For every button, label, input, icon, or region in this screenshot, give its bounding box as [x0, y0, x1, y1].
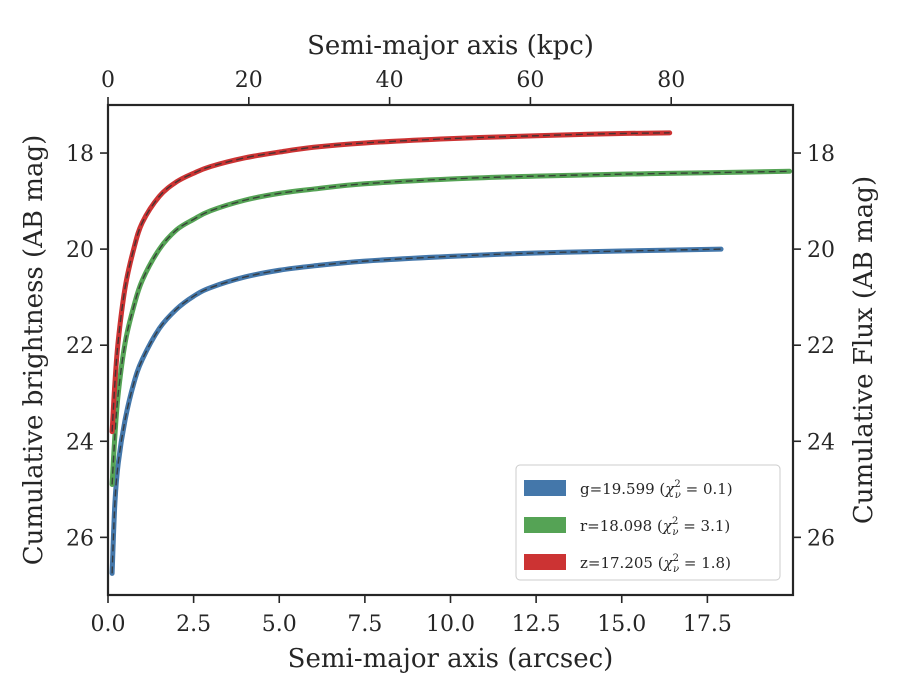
x-tick-label: 2.5 — [176, 612, 211, 637]
ticks-layer: 0.0 2.5 5.0 7.5 10.0 12.5 15.0 17.5 0 20 40 60 80 18 1… — [66, 68, 835, 637]
top-x-tick-label: 0 — [101, 68, 115, 93]
x-tick-label: 0.0 — [91, 612, 126, 637]
y-axis-title: Cumulative brightness (AB mag) — [19, 135, 49, 566]
x-tick-label: 12.5 — [512, 612, 561, 637]
legend-swatch-z — [524, 554, 566, 570]
top-x-tick-label: 80 — [657, 68, 685, 93]
top-x-tick-label: 40 — [376, 68, 404, 93]
top-x-axis-title: Semi-major axis (kpc) — [307, 31, 594, 61]
legend-label-r: r=18.098 (χ2 ν = 3.1) — [580, 516, 730, 538]
series-model-g — [111, 248, 722, 574]
legend-box — [515, 464, 781, 581]
series-model-z — [111, 132, 670, 432]
y-tick-label: 26 — [66, 526, 94, 551]
top-x-tick-label: 60 — [516, 68, 544, 93]
right-y-tick-label: 24 — [807, 430, 835, 455]
legend-swatch-g — [524, 480, 566, 496]
y-tick-label: 22 — [66, 334, 94, 359]
legend-swatch-r — [524, 517, 566, 533]
right-y-tick-label: 18 — [807, 142, 835, 167]
right-y-tick-label: 26 — [807, 526, 835, 551]
x-tick-label: 15.0 — [597, 612, 646, 637]
right-y-axis-title: Cumulative Flux (AB mag) — [849, 176, 879, 524]
x-tick-label: 5.0 — [262, 612, 297, 637]
x-tick-label: 7.5 — [347, 612, 382, 637]
right-y-tick-label: 22 — [807, 334, 835, 359]
x-axis-title: Semi-major axis (arcsec) — [288, 644, 614, 674]
y-tick-label: 24 — [66, 430, 94, 455]
legend-label-g: g=19.599 (χ2 ν = 0.1) — [580, 479, 733, 501]
y-tick-label: 18 — [66, 142, 94, 167]
series-model-r — [111, 170, 790, 485]
x-tick-label: 17.5 — [683, 612, 732, 637]
legend: g=19.599 (χ2 ν = 0.1) r=18.098 (χ2 ν = 3.1… — [515, 464, 781, 581]
y-tick-label: 20 — [66, 238, 94, 263]
right-y-tick-label: 20 — [807, 238, 835, 263]
curves-layer — [109, 130, 793, 576]
x-tick-label: 10.0 — [426, 612, 475, 637]
legend-label-z: z=17.205 (χ2 ν = 1.8) — [580, 553, 731, 575]
top-x-tick-label: 20 — [235, 68, 263, 93]
